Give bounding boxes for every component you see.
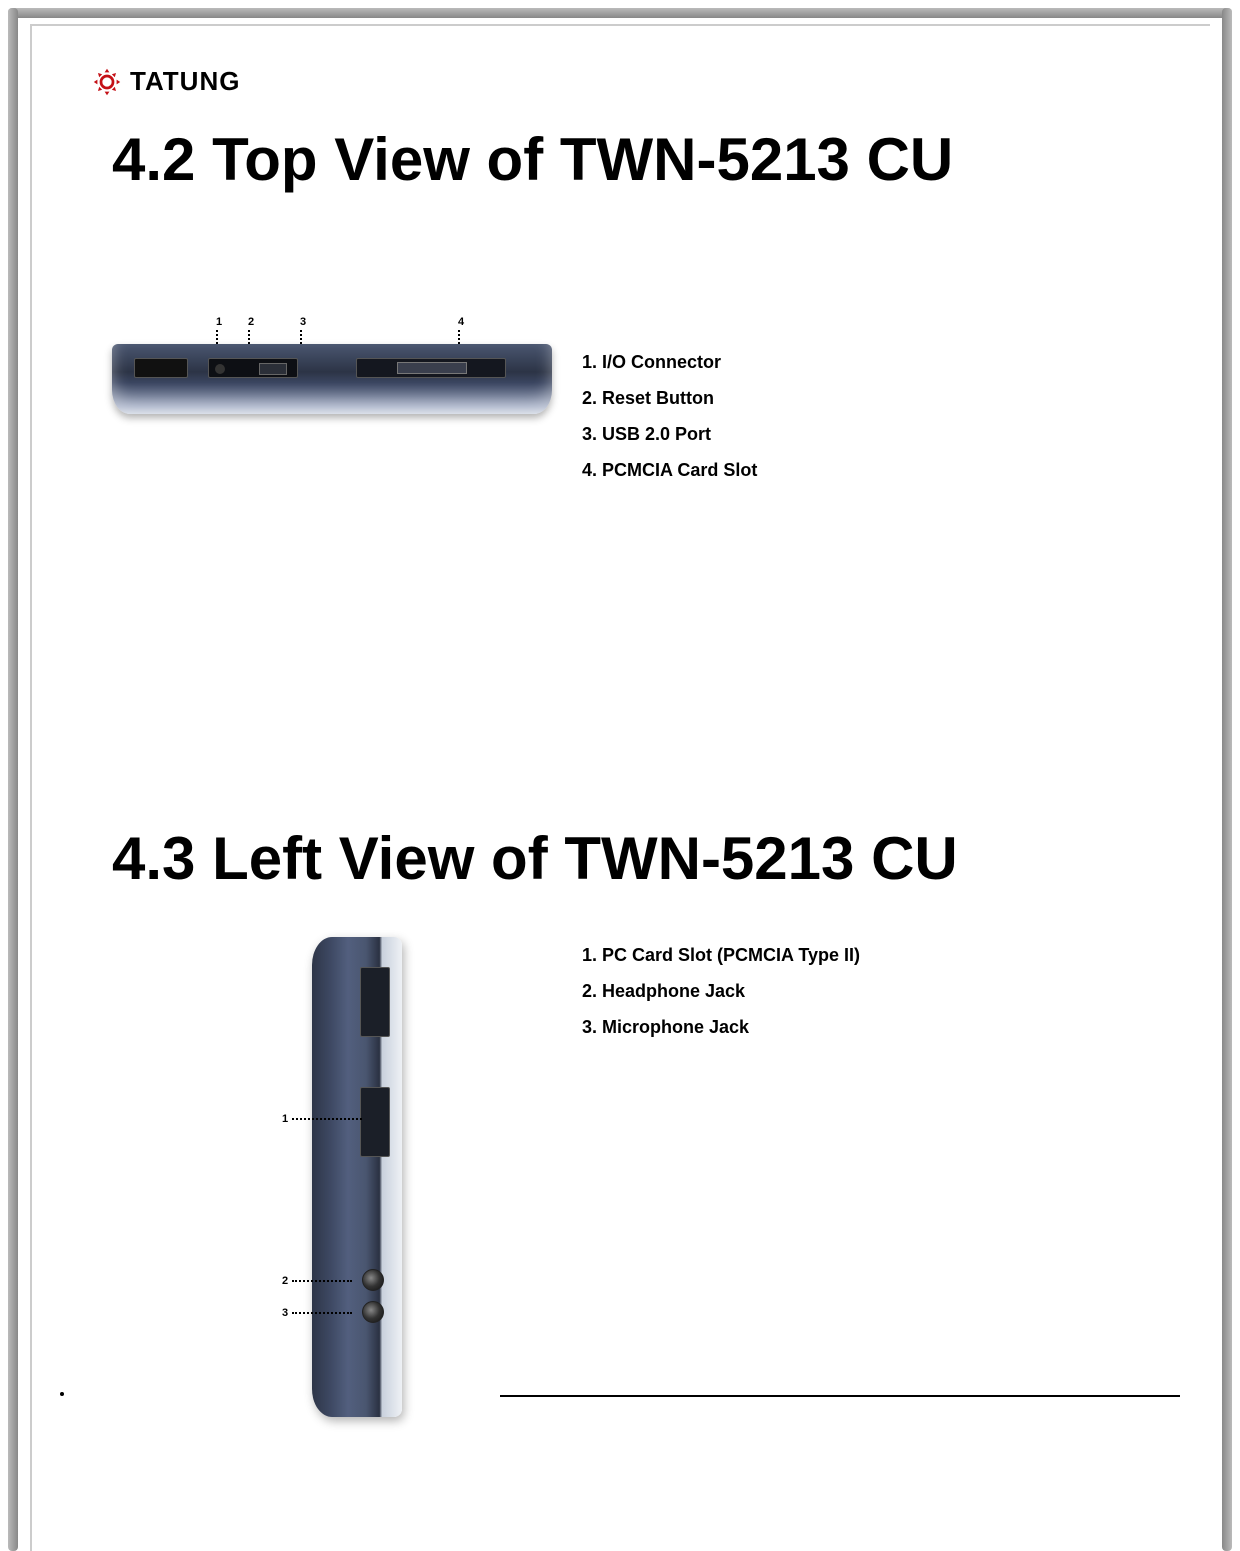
brand-logo: TATUNG: [92, 66, 1170, 97]
figure-top-view: 1 2 3 4: [112, 344, 552, 464]
callout-number: 4: [458, 316, 464, 328]
page-border-top: [8, 8, 1232, 18]
legend-item: 1. I/O Connector: [582, 344, 757, 380]
reset-usb-bay: [208, 358, 298, 378]
page-border-left: [8, 8, 18, 1551]
pcmcia-slot-detail: [397, 362, 467, 374]
legend-item: 2. Reset Button: [582, 380, 757, 416]
pc-card-slot: [360, 1087, 390, 1157]
callout-number: 3: [282, 1307, 288, 1319]
legend-item: 2. Headphone Jack: [582, 973, 860, 1009]
heading-left-view: 4.3 Left View of TWN-5213 CU: [112, 824, 1170, 893]
callout-number: 1: [216, 316, 222, 328]
legend-top: 1. I/O Connector 2. Reset Button 3. USB …: [582, 344, 757, 488]
heading-top-view: 4.2 Top View of TWN-5213 CU: [112, 125, 1170, 194]
io-connector-port: [134, 358, 188, 378]
callout-number: 2: [248, 316, 254, 328]
legend-left: 1. PC Card Slot (PCMCIA Type II) 2. Head…: [582, 937, 860, 1045]
stray-mark: [60, 1392, 64, 1396]
device-left-illustration: [312, 937, 402, 1417]
section-top-view: 1. I/O Connector 2. Reset Button 3. USB …: [92, 344, 1170, 464]
page-content: TATUNG 4.2 Top View of TWN-5213 CU 1. I/…: [30, 24, 1210, 1551]
device-top-illustration: [112, 344, 552, 414]
pcmcia-slot: [356, 358, 506, 378]
legend-item: 3. USB 2.0 Port: [582, 416, 757, 452]
top-recess: [360, 967, 390, 1037]
footer-rule: [500, 1395, 1180, 1397]
legend-item: 4. PCMCIA Card Slot: [582, 452, 757, 488]
headphone-jack-icon: [362, 1269, 384, 1291]
legend-item: 1. PC Card Slot (PCMCIA Type II): [582, 937, 860, 973]
page-border-right: [1222, 8, 1232, 1551]
usb-port-icon: [259, 363, 287, 375]
callout-number: 1: [282, 1113, 288, 1125]
callout-number: 2: [282, 1275, 288, 1287]
tatung-logo-icon: [92, 67, 122, 97]
section-left-view: 1. PC Card Slot (PCMCIA Type II) 2. Head…: [92, 937, 1170, 1437]
microphone-jack-icon: [362, 1301, 384, 1323]
brand-name: TATUNG: [130, 66, 240, 97]
legend-item: 3. Microphone Jack: [582, 1009, 860, 1045]
callout-numbers-top: 1 2 3 4: [112, 316, 552, 344]
reset-button-icon: [215, 364, 225, 374]
callout-number: 3: [300, 316, 306, 328]
